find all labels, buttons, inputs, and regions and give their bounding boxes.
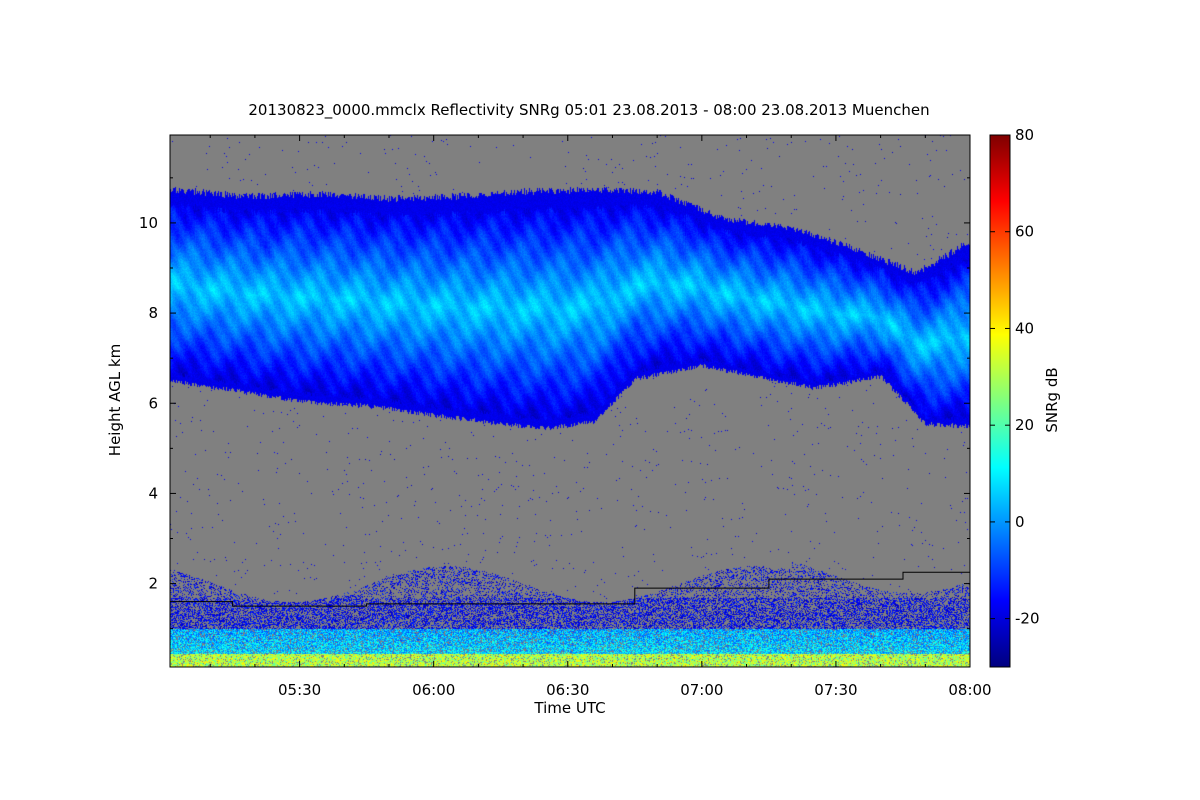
x-axis: 05:30 06:00 06:30 07:00 07:30 08:00 [209, 135, 992, 699]
x-tick-label: 05:30 [278, 681, 321, 699]
x-axis-label: Time UTC [533, 699, 605, 717]
colorbar-ticks: -20 0 20 40 60 80 [990, 126, 1040, 628]
plot-frame [169, 134, 971, 668]
x-tick-label: 06:30 [546, 681, 589, 699]
colorbar-tick-label: 0 [1015, 513, 1025, 531]
x-tick-label: 07:00 [680, 681, 723, 699]
colorbar: -20 0 20 40 60 80 SNRg dB [989, 126, 1061, 668]
x-tick-label: 08:00 [948, 681, 991, 699]
y-axis: 2 4 6 8 10 [139, 177, 970, 630]
y-tick-label: 2 [148, 575, 158, 593]
colorbar-tick-label: 80 [1015, 126, 1034, 144]
y-tick-label: 10 [139, 214, 158, 232]
y-tick-label: 4 [148, 484, 158, 502]
colorbar-tick-label: 60 [1015, 223, 1034, 241]
boundary-layer-line [170, 571, 970, 607]
plot-area [169, 134, 971, 668]
y-axis-label: Height AGL km [106, 344, 124, 456]
colorbar-tick-label: 20 [1015, 416, 1034, 434]
y-tick-label: 6 [148, 394, 158, 412]
y-tick-label: 8 [148, 304, 158, 322]
colorbar-tick-label: 40 [1015, 319, 1034, 337]
colorbar-tick-label: -20 [1015, 610, 1040, 628]
colorbar-label: SNRg dB [1043, 367, 1061, 432]
colorbar-scale [989, 134, 1011, 668]
x-tick-label: 06:00 [412, 681, 455, 699]
reflectivity-heatmap [170, 135, 970, 667]
x-tick-label: 07:30 [814, 681, 857, 699]
chart-title: 20130823_0000.mmclx Reflectivity SNRg 05… [248, 101, 929, 120]
